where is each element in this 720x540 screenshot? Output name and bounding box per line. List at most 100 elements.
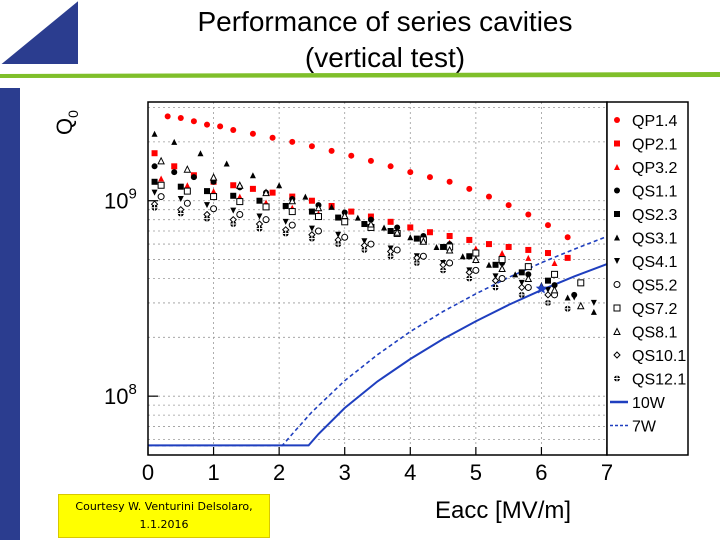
data-point-qs3-1 [381,224,388,231]
data-point-qs8-1 [314,203,323,212]
data-point-qp2-1 [407,224,414,231]
data-point-qs7-2 [183,187,191,195]
legend-entry-qs3-1: QS3.1 [632,231,677,248]
data-point-qp2-1 [308,197,315,204]
data-point-qp2-1 [171,163,178,170]
data-point-qs3-1 [564,294,571,301]
data-point-qp1-4 [164,113,171,120]
data-point-qs3-1 [433,243,440,250]
x-axis-label: Eacc [MV/m] [435,497,571,524]
annotation-star-marker [535,282,548,294]
legend-entry-qp3-2: QP3.2 [632,160,677,177]
x-tick-label: 7 [601,460,613,485]
data-point-qs7-2 [341,218,349,226]
data-point-qs2-3 [204,188,211,195]
data-point-qp1-4 [387,163,394,170]
legend-swatch-qs8-1 [613,327,621,335]
data-point-qp1-4 [525,211,532,218]
data-point-qp2-1 [249,185,256,192]
data-point-qs5-2 [157,193,165,201]
data-point-qs7-2 [577,279,585,287]
data-point-qs7-2 [314,213,322,221]
slide-title-line2: (vertical test) [304,42,466,73]
legend-swatch-qs2-3 [614,211,620,217]
data-point-qp3-2 [525,254,532,261]
data-point-qp1-4 [505,202,512,209]
data-point-qs8-1 [157,156,165,165]
data-point-qp2-1 [426,229,433,236]
data-point-qp1-4 [217,123,224,130]
courtesy-note: Courtesy W. Venturini Delsolaro, 1.1.201… [58,494,270,538]
data-point-qp3-2 [551,260,558,267]
legend-entry-qs7-2: QS7.2 [632,301,677,318]
slide-title-line1: Performance of series cavities [197,6,573,37]
legend-entry-qs1-1: QS1.1 [632,184,677,201]
data-point-qs8-1 [419,237,428,245]
data-point-qs7-2 [210,193,218,201]
data-point-qp1-4 [204,121,211,128]
data-point-qs5-2 [314,227,322,235]
x-tick-label: 0 [142,460,154,485]
courtesy-line2: 1.1.2016 [139,518,189,531]
data-point-qs2-3 [256,197,263,204]
legend-entry-qs10-1: QS10.1 [632,348,686,365]
data-point-qs3-1 [485,261,492,268]
data-point-qs4-1 [544,286,551,293]
data-point-qp1-4 [544,222,551,229]
data-point-qp1-4 [348,152,355,159]
data-point-qs7-2 [262,203,270,211]
data-point-qs2-3 [308,208,315,215]
legend-swatch-qs7-2 [613,304,621,312]
data-point-qs2-3 [230,192,237,199]
data-point-qs8-1 [340,211,349,220]
series-qs2-3 [151,178,551,284]
legend-entry-qs5-2: QS5.2 [632,278,677,295]
data-point-qs8-1 [524,274,533,282]
data-point-qs4-1 [571,294,578,301]
data-point-qs3-1 [151,130,158,137]
data-point-qs2-3 [440,243,447,250]
data-point-qs2-3 [335,214,342,221]
data-point-qs2-3 [466,253,473,260]
data-point-qs4-1 [151,189,158,196]
legend-swatch-qs3-1 [614,234,620,241]
data-point-qs2-3 [387,228,394,235]
data-point-qs1-1 [367,216,374,223]
x-tick-labels: 0 1 2 3 4 5 6 7 [142,447,613,485]
data-point-qp1-4 [485,193,492,200]
data-point-qp3-2 [499,250,506,257]
data-point-qp2-1 [348,208,355,215]
data-point-qs4-1 [361,238,368,245]
legend-entry-7w: 7W [632,419,657,436]
series-qs12-1 [151,204,571,312]
data-point-qs1-1 [525,271,532,278]
data-point-qs3-1 [302,193,309,200]
data-point-qs4-1 [230,207,237,214]
data-point-qs4-1 [518,279,525,286]
courtesy-line1: Courtesy W. Venturini Delsolaro, [75,500,253,513]
x-tick-label: 1 [207,460,219,485]
legend-entry-qs4-1: QS4.1 [632,254,677,271]
data-point-qp2-1 [387,218,394,225]
data-point-qs5-2 [498,275,506,282]
data-point-qs1-1 [151,163,158,170]
data-point-qs8-1 [209,173,218,181]
series-qs5-2 [157,193,559,299]
data-point-qs8-1 [393,228,401,236]
data-point-qs4-1 [204,202,211,209]
data-point-qs3-1 [171,138,178,145]
legend-box [606,101,689,456]
data-point-qs2-3 [518,269,525,276]
y-tick-labels: 109 108 [104,186,158,409]
data-point-qs1-1 [551,282,558,289]
data-point-qs2-3 [544,277,551,284]
legend-entry-qs12-1: QS12.1 [632,372,686,389]
x-tick-label: 2 [273,460,285,485]
data-point-qs4-1 [256,213,263,220]
data-point-qp1-4 [230,127,237,134]
data-point-qs3-1 [407,234,414,241]
data-point-qs7-2 [551,270,559,278]
data-point-qs3-1 [512,271,519,278]
data-point-qs10-1 [491,276,500,285]
